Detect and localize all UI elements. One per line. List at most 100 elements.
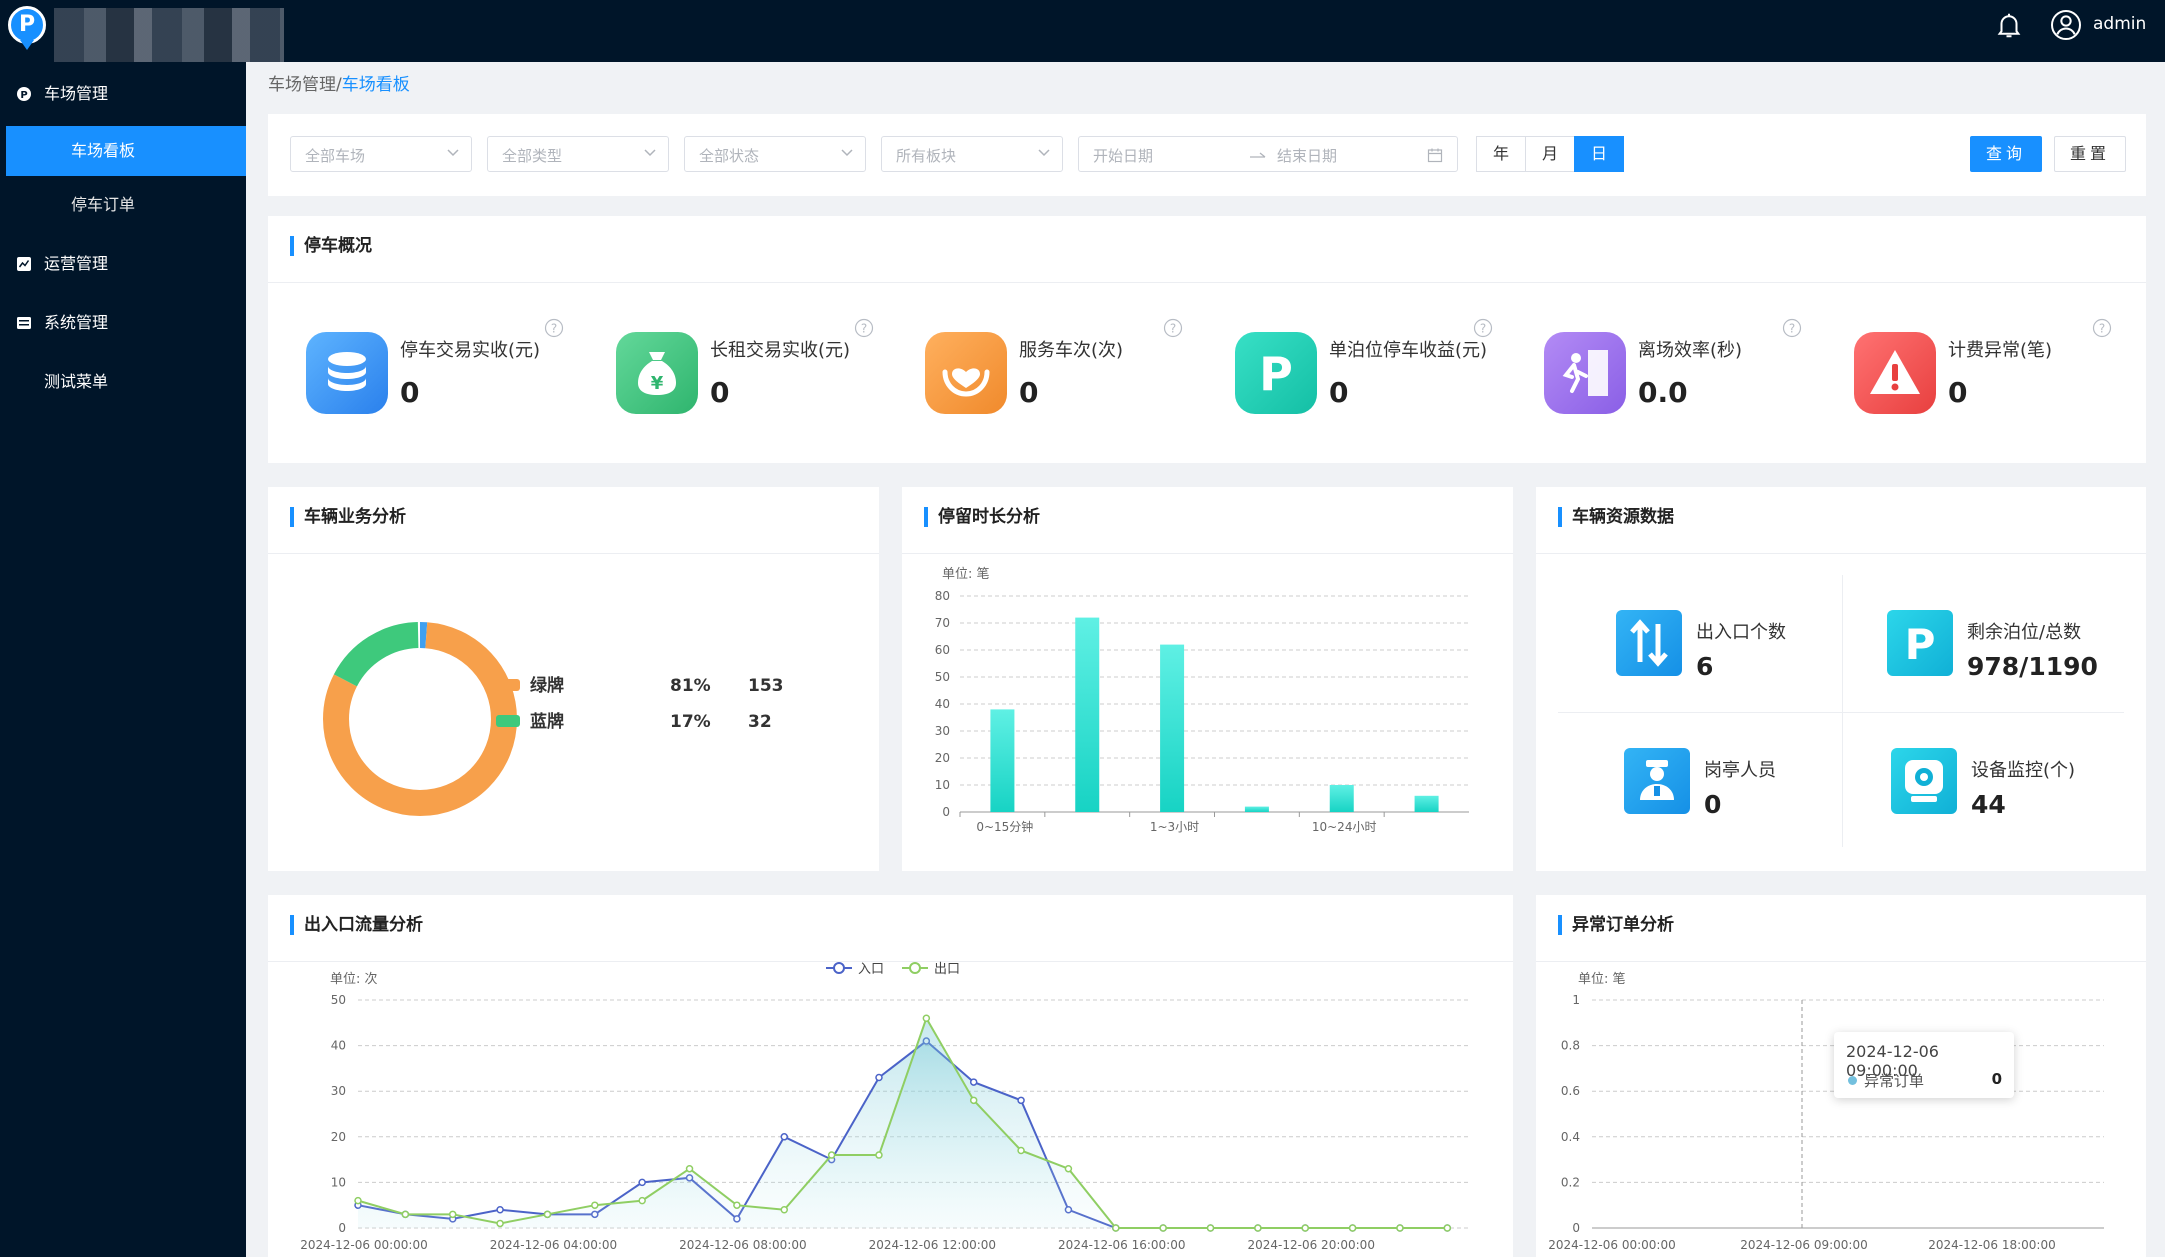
resource-value: 0: [1704, 790, 1722, 819]
stat-value: 0: [1948, 376, 1968, 409]
lot-select[interactable]: 全部车场: [290, 136, 472, 172]
money-bag-icon: ¥: [616, 332, 698, 414]
legend-marker: [833, 962, 845, 974]
sidebar-item-label: 车场看板: [71, 141, 136, 160]
sidebar-item-operations[interactable]: 运营管理: [0, 240, 246, 288]
svg-text:?: ?: [2099, 322, 2105, 336]
tooltip-series-dot: [1848, 1076, 1857, 1085]
stat-value: 0: [1329, 376, 1349, 409]
period-day-button[interactable]: 日: [1574, 136, 1624, 172]
data-point: [543, 1210, 552, 1219]
svg-text:?: ?: [861, 322, 867, 336]
y-tick-label: 0: [942, 805, 950, 819]
legend-swatch: [496, 715, 520, 727]
end-date-input[interactable]: 结束日期: [1277, 147, 1338, 165]
data-point: [1017, 1096, 1025, 1105]
stat-card-per-berth-revenue: P 单泊位停车收益(元) 0 ?: [1219, 306, 1506, 441]
user-name[interactable]: admin: [2093, 14, 2147, 34]
chevron-down-icon: [644, 149, 656, 157]
divider: [1536, 961, 2146, 962]
y-tick-label: 0.8: [1561, 1039, 1580, 1053]
y-tick-label: 40: [935, 697, 950, 711]
y-tick-label: 10: [935, 778, 950, 792]
sidebar-item-test-menu[interactable]: 测试菜单: [0, 358, 246, 406]
date-range-picker[interactable]: 开始日期 结束日期: [1078, 136, 1458, 172]
block-select[interactable]: 所有板块: [881, 136, 1063, 172]
tooltip-series-name: 异常订单: [1864, 1072, 1925, 1090]
tooltip-value: 0: [1991, 1070, 2002, 1088]
help-icon[interactable]: ?: [544, 318, 564, 338]
resource-label: 出入口个数: [1696, 622, 1786, 643]
start-date-input[interactable]: 开始日期: [1093, 147, 1154, 165]
panel-title: 车辆资源数据: [1558, 507, 1674, 527]
sidebar-item-parking-orders[interactable]: 停车订单: [6, 180, 246, 230]
data-point: [591, 1201, 599, 1209]
chevron-down-icon: [841, 149, 853, 157]
y-tick-label: 60: [935, 643, 950, 657]
legend-label: 蓝牌: [530, 711, 564, 732]
user-avatar-icon[interactable]: [2050, 9, 2082, 41]
data-point: [969, 1078, 978, 1086]
y-tick-label: 30: [935, 724, 950, 738]
y-tick-label: 0.6: [1561, 1084, 1580, 1098]
data-point: [354, 1196, 362, 1205]
x-tick-label: 2024-12-06 16:00:00: [1058, 1238, 1185, 1252]
y-tick-label: 1: [1572, 993, 1580, 1007]
legend-swatch: [496, 679, 520, 691]
divider: [902, 553, 1513, 554]
data-point: [1159, 1224, 1167, 1232]
stat-card-long-term-revenue: ¥ 长租交易实收(元) 0 ?: [600, 306, 887, 441]
breadcrumb-parent[interactable]: 车场管理: [268, 75, 336, 95]
help-icon[interactable]: ?: [2092, 318, 2112, 338]
data-point: [1017, 1146, 1025, 1155]
lot-select-value: 全部车场: [305, 147, 366, 165]
sidebar-item-system[interactable]: 系统管理: [0, 299, 246, 347]
sidebar-item-parking-management[interactable]: P 车场管理: [0, 70, 246, 118]
unit-label: 单位: 笔: [942, 566, 990, 582]
svg-text:P: P: [1259, 347, 1293, 401]
status-select[interactable]: 全部状态: [684, 136, 866, 172]
data-point: [638, 1196, 646, 1205]
filter-bar: 全部车场 全部类型 全部状态 所有板块 开始日期 结束日期 年 月 日 查询 重…: [268, 114, 2146, 196]
status-select-value: 全部状态: [699, 147, 760, 165]
stat-label: 服务车次(次): [1019, 340, 1124, 361]
legend-count: 32: [748, 712, 772, 732]
bar-2: [1160, 644, 1185, 812]
query-button[interactable]: 查询: [1970, 136, 2042, 172]
data-point: [969, 1096, 978, 1105]
period-month-button[interactable]: 月: [1525, 136, 1575, 172]
data-point: [1348, 1224, 1357, 1232]
sidebar-item-lot-dashboard[interactable]: 车场看板: [6, 126, 246, 176]
data-point: [780, 1133, 789, 1141]
y-tick-label: 20: [331, 1130, 346, 1144]
type-select[interactable]: 全部类型: [487, 136, 669, 172]
help-icon[interactable]: ?: [1163, 318, 1183, 338]
logo-pin: [20, 40, 34, 50]
breadcrumb-separator: /: [336, 75, 342, 95]
legend-label: 绿牌: [530, 675, 564, 696]
donut-slice-other: [323, 622, 517, 816]
x-tick-label: 2024-12-06 00:00:00: [1548, 1238, 1675, 1252]
help-icon[interactable]: ?: [854, 318, 874, 338]
y-tick-label: 0: [338, 1221, 346, 1235]
data-point: [401, 1210, 410, 1219]
divider: [1558, 712, 2124, 713]
heart-hands-icon: [925, 332, 1007, 414]
bell-icon[interactable]: [1994, 10, 2024, 40]
help-icon[interactable]: ?: [1782, 318, 1802, 338]
reset-button[interactable]: 重置: [2054, 136, 2126, 172]
help-icon[interactable]: ?: [1473, 318, 1493, 338]
warning-icon: [1854, 332, 1936, 414]
period-year-button[interactable]: 年: [1476, 136, 1526, 172]
x-tick-label: 10~24小时: [1312, 820, 1377, 834]
staff-icon: [1624, 748, 1690, 814]
svg-text:¥: ¥: [651, 373, 664, 394]
sidebar-item-label: 运营管理: [44, 254, 109, 273]
sidebar: P 车场管理 车场看板 停车订单 运营管理 系统管理 测试菜单: [0, 62, 246, 1257]
y-tick-label: 0: [1572, 1221, 1580, 1235]
stat-value: 0: [400, 376, 420, 409]
y-tick-label: 70: [935, 616, 950, 630]
svg-text:?: ?: [551, 322, 557, 336]
data-point: [496, 1219, 504, 1228]
block-select-value: 所有板块: [896, 147, 957, 165]
